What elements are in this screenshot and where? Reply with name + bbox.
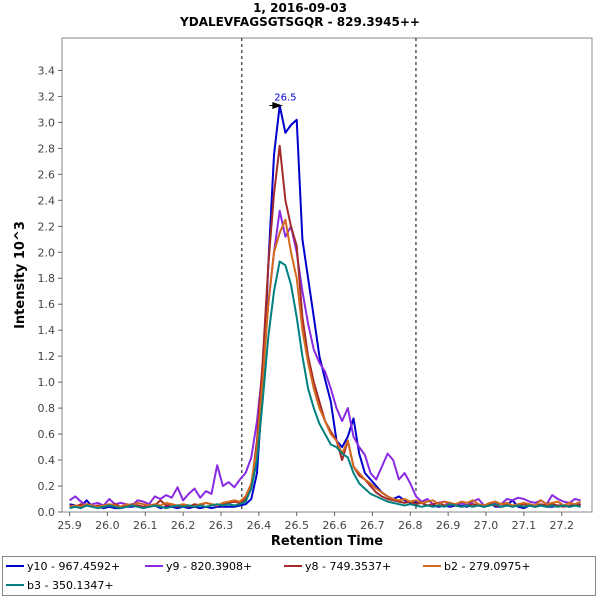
legend-label: y10 - 967.4592+ [27,560,121,573]
y-tick-label: 3.0 [38,116,56,129]
y-tick-label: 2.8 [38,142,56,155]
chart-subtitle: YDALEVFAGSGTSGQR - 829.3945++ [179,15,420,29]
y-tick-label: 1.4 [38,324,56,337]
y-tick-label: 3.4 [38,64,56,77]
y-tick-label: 2.4 [38,194,56,207]
x-tick-label: 25.9 [57,519,82,532]
y-tick-label: 1.0 [38,376,56,389]
y-tick-label: 2.0 [38,246,56,259]
x-tick-label: 26.8 [398,519,423,532]
y-tick-label: 0.6 [38,428,56,441]
x-tick-label: 26.3 [209,519,234,532]
x-tick-label: 26.6 [322,519,347,532]
chart-title: 1, 2016-09-03 [253,1,347,15]
x-tick-label: 26.1 [133,519,158,532]
legend: y10 - 967.4592+ y9 - 820.3908+ y8 - 749.35… [2,556,596,596]
integration-bounds [241,38,417,512]
series-line-y9 [69,209,581,507]
plot-area [61,37,593,513]
x-axis-label: Retention Time [271,534,383,549]
legend-swatch [423,565,441,567]
y-tick-label: 3.2 [38,90,56,103]
y-tick-label: 0.4 [38,454,56,467]
y-tick-label: 0.8 [38,402,56,415]
x-tick-label: 26.0 [95,519,120,532]
legend-item: y10 - 967.4592+ [6,559,120,575]
x-tick-label: 27.1 [512,519,537,532]
legend-item: y8 - 749.3537+ [284,559,391,575]
legend-item: b2 - 279.0975+ [423,559,531,575]
series-line-b3 [69,260,581,510]
x-tick-label: 26.5 [284,519,309,532]
y-tick-label: 0.2 [38,480,56,493]
peak-label: 26.5 [274,93,296,104]
y-tick-label: 0.0 [38,506,56,519]
series-layer [69,104,582,510]
legend-swatch [145,565,163,567]
axes: 0.0 0.2 0.4 0.6 0.8 1.0 1.2 1.4 1.6 1.8 2.0 2.2 2.4 2… [38,64,574,532]
y-tick-label: 2.6 [38,168,56,181]
legend-item: b3 - 350.1347+ [6,578,114,594]
x-tick-label: 26.4 [247,519,272,532]
chromatogram-chart: 1, 2016-09-03 YDALEVFAGSGTSGQR - 829.394… [13,1,593,549]
x-tick-label: 26.2 [171,519,196,532]
legend-swatch [6,565,24,567]
y-tick-label: 1.8 [38,272,56,285]
y-tick-label: 1.6 [38,298,56,311]
legend-label: b3 - 350.1347+ [27,579,114,592]
y-tick-label: 1.2 [38,350,56,363]
series-line-b2 [69,218,582,508]
y-axis-label: Intensity 10^3 [13,221,28,329]
x-tick-label: 27.2 [549,519,574,532]
legend-label: y9 - 820.3908+ [166,560,253,573]
legend-item: y9 - 820.3908+ [145,559,252,575]
x-tick-label: 27.0 [474,519,499,532]
legend-label: b2 - 279.0975+ [444,560,531,573]
y-tick-label: 2.2 [38,220,56,233]
legend-label: y8 - 749.3537+ [305,560,392,573]
peak-annotation-layer: 26.5 [269,93,296,110]
x-tick-label: 26.9 [436,519,461,532]
legend-swatch [284,565,302,567]
legend-swatch [6,584,24,586]
x-tick-label: 26.7 [360,519,385,532]
